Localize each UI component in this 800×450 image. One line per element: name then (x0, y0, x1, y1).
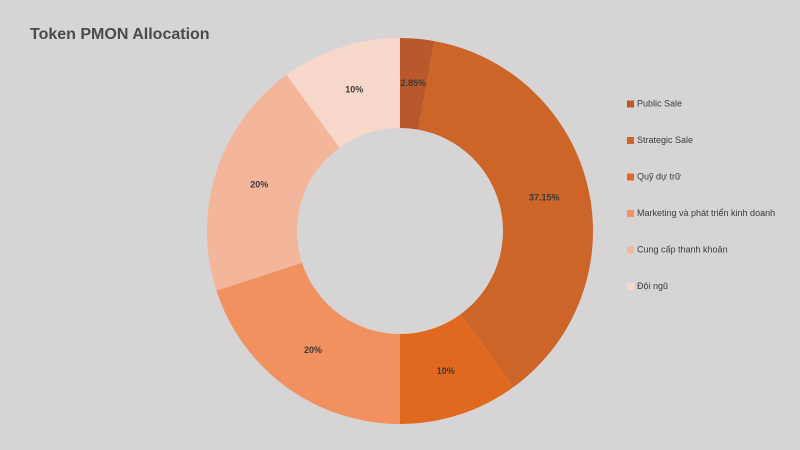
data-label: 20% (304, 345, 322, 355)
data-label: 2.85% (400, 78, 426, 88)
donut-slice (400, 314, 514, 424)
legend-label: Marketing và phát triển kinh doanh (637, 208, 775, 218)
data-label: 20% (250, 180, 268, 190)
legend-swatch (627, 246, 634, 254)
legend-swatch (627, 210, 634, 217)
legend-label: Cung cấp thanh khoản (637, 244, 728, 254)
legend-swatch (627, 173, 634, 181)
legend-label: Public Sale (637, 98, 682, 108)
data-label: 10% (437, 366, 455, 376)
legend-swatch (627, 137, 634, 144)
legend-label: Quỹ dự trữ (637, 171, 681, 181)
chart-title: Token PMON Allocation (30, 26, 210, 43)
donut-slice (216, 262, 400, 424)
data-label: 37.15% (529, 192, 560, 202)
legend-label: Strategic Sale (637, 135, 693, 145)
donut-slice (400, 38, 435, 130)
legend-swatch (627, 100, 634, 108)
donut-slice (418, 41, 593, 388)
legend-label: Đội ngũ (637, 281, 668, 291)
data-label: 10% (345, 85, 363, 95)
legend-swatch (627, 283, 634, 290)
donut-slice (206, 74, 340, 291)
donut-slice (286, 38, 400, 148)
